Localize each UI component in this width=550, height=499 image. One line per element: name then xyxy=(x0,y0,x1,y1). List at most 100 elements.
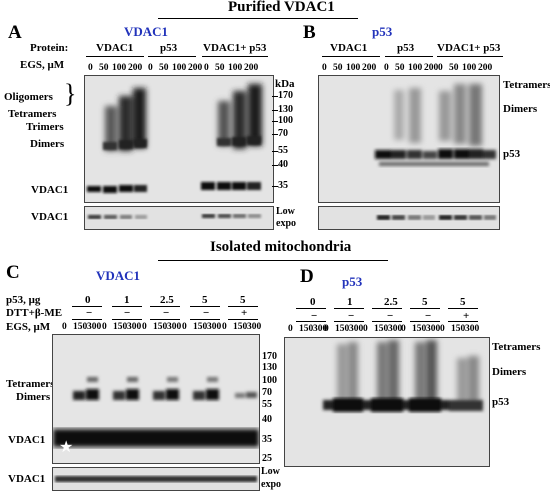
p53-c-value-4: 5 xyxy=(240,294,246,306)
marker-a-tick-2 xyxy=(272,121,278,122)
marker-a-tick-0 xyxy=(272,96,278,97)
panel-a-egs-label: EGS, μM xyxy=(20,59,65,71)
panel-d-underline-4-1 xyxy=(448,321,478,322)
panel-a-underline-1 xyxy=(86,56,144,57)
marker-a-tick-4 xyxy=(272,151,278,152)
isolated-title: Isolated mitochondria xyxy=(210,239,352,255)
label-trimers-a: Trimers xyxy=(26,121,64,133)
label-tetramers-d: Tetramers xyxy=(492,341,541,353)
marker-c-2: 100 xyxy=(262,375,277,386)
marker-c-1: 130 xyxy=(262,362,277,373)
egs-b-value-5: 50 xyxy=(395,63,405,73)
blot-a-main xyxy=(84,75,274,203)
label-vdac1-a: VDAC1 xyxy=(31,184,69,196)
panel-c-underline-1-0 xyxy=(112,306,142,307)
panel-b-underline-1 xyxy=(322,56,380,57)
label-dimers-c: Dimers xyxy=(16,391,51,403)
marker-c-7: 25 xyxy=(262,453,272,464)
panel-d-underline-3-0 xyxy=(410,308,440,309)
label-dimers-b: Dimers xyxy=(503,103,538,115)
blot-c-low xyxy=(52,467,260,491)
panel-b-protein-combo: VDAC1+ p53 xyxy=(437,42,501,54)
panel-d-subtitle: p53 xyxy=(342,274,363,289)
egs-c-value-13: 150 xyxy=(233,322,248,332)
egs-a-value-1: 50 xyxy=(99,63,109,73)
label-p53-b: p53 xyxy=(503,148,521,160)
p53-c-value-3: 5 xyxy=(202,294,208,306)
egs-a-value-5: 50 xyxy=(159,63,169,73)
panel-d-underline-1-1 xyxy=(334,321,364,322)
dtt-d-value-0: − xyxy=(311,310,318,322)
p53-d-value-1: 1 xyxy=(347,296,353,308)
egs-a-value-3: 200 xyxy=(128,63,143,73)
panel-c-dtt-label: DTT+β-ME xyxy=(6,307,63,319)
marker-a-0: 170 xyxy=(278,90,293,101)
marker-a-3: 70 xyxy=(278,128,288,139)
egs-c-value-9: 0 xyxy=(182,322,187,332)
panel-b-protein-vdac1: VDAC1 xyxy=(330,42,368,54)
panel-c-underline-1-1 xyxy=(112,319,142,320)
egs-b-value-8: 0 xyxy=(438,63,443,73)
panel-d-underline-3-1 xyxy=(410,321,440,322)
panel-d-underline-0-0 xyxy=(296,308,326,309)
label-tetramers-a: Tetramers xyxy=(8,108,57,120)
panel-d-letter: D xyxy=(300,266,314,287)
egs-d-value-0: 0 xyxy=(288,324,293,334)
panel-b-subtitle: p53 xyxy=(372,24,393,39)
egs-c-value-6: 0 xyxy=(142,322,147,332)
egs-c-value-4: 150 xyxy=(113,322,128,332)
panel-c-subtitle: VDAC1 xyxy=(96,268,141,283)
egs-a-value-2: 100 xyxy=(112,63,127,73)
egs-b-value-6: 100 xyxy=(408,63,423,73)
egs-d-value-7: 150 xyxy=(374,324,389,334)
panel-c-letter: C xyxy=(6,262,20,283)
panel-d-underline-0-1 xyxy=(296,321,326,322)
panel-c-underline-3-0 xyxy=(190,306,220,307)
egs-d-value-12: 0 xyxy=(440,324,445,334)
egs-d-value-4: 150 xyxy=(335,324,350,334)
panel-a-protein-p53: p53 xyxy=(160,42,178,54)
label-dimers-d: Dimers xyxy=(492,366,527,378)
blot-b-low xyxy=(318,206,500,230)
panel-b-underline-3 xyxy=(437,56,503,57)
blot-d-main xyxy=(284,337,490,467)
p53-c-value-1: 1 xyxy=(124,294,130,306)
egs-a-value-0: 0 xyxy=(88,63,93,73)
dtt-c-value-4: + xyxy=(241,307,248,319)
egs-b-value-7: 200 xyxy=(424,63,439,73)
egs-c-value-12: 0 xyxy=(222,322,227,332)
panel-b-letter: B xyxy=(303,22,316,43)
egs-d-value-6: 0 xyxy=(363,324,368,334)
blot-c-main xyxy=(52,334,260,464)
low-expo-c-1: Low xyxy=(261,466,280,477)
panel-d-underline-2-1 xyxy=(372,321,402,322)
egs-c-value-1: 150 xyxy=(73,322,88,332)
label-vdac1-a-low: VDAC1 xyxy=(31,211,69,223)
egs-b-value-11: 200 xyxy=(478,63,493,73)
panel-d-underline-2-0 xyxy=(372,308,402,309)
blot-b-main xyxy=(318,75,500,203)
panel-a-subtitle: VDAC1 xyxy=(124,24,169,39)
label-tetramers-c: Tetramers xyxy=(6,378,55,390)
panel-a-protein-label: Protein: xyxy=(30,42,69,54)
egs-c-value-0: 0 xyxy=(62,322,67,332)
egs-a-value-7: 200 xyxy=(188,63,203,73)
egs-c-value-7: 150 xyxy=(153,322,168,332)
egs-d-value-14: 300 xyxy=(465,324,480,334)
oligomers-brace: } xyxy=(64,79,77,108)
label-dimers-a: Dimers xyxy=(30,138,65,150)
p53-c-value-0: 0 xyxy=(85,294,91,306)
marker-a-tick-5 xyxy=(272,165,278,166)
egs-a-value-11: 200 xyxy=(244,63,259,73)
egs-d-value-13: 150 xyxy=(451,324,466,334)
panel-c-underline-2-1 xyxy=(150,319,180,320)
marker-a-tick-6 xyxy=(272,186,278,187)
egs-a-value-4: 0 xyxy=(148,63,153,73)
egs-a-value-8: 0 xyxy=(204,63,209,73)
marker-c-0: 170 xyxy=(262,351,277,362)
egs-c-value-10: 150 xyxy=(193,322,208,332)
panel-a-protein-combo: VDAC1+ p53 xyxy=(203,42,267,54)
egs-c-value-2: 300 xyxy=(87,322,102,332)
low-expo-a-2: expo xyxy=(276,218,296,229)
label-p53-d: p53 xyxy=(492,396,510,408)
